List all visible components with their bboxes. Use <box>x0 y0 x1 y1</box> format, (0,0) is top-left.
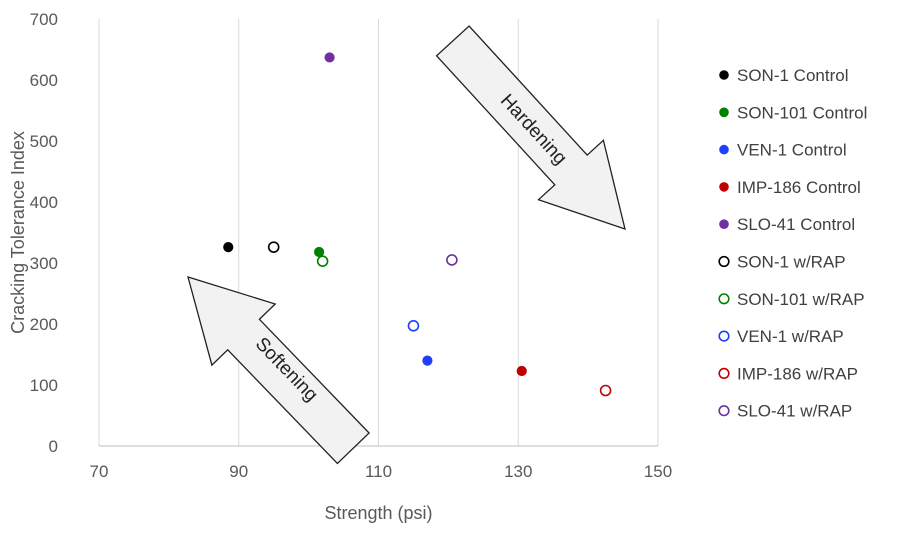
legend-marker <box>719 70 729 80</box>
legend-label: VEN-1 Control <box>737 141 847 160</box>
legend-marker <box>718 367 730 380</box>
y-axis-title: Cracking Tolerance Index <box>8 131 28 334</box>
data-point <box>223 242 234 253</box>
data-point <box>314 246 325 258</box>
y-tick-label: 500 <box>30 132 58 151</box>
data-point <box>516 365 527 377</box>
data-point <box>599 384 612 397</box>
annotation-arrows: Hardening Softening <box>187 25 626 465</box>
legend-label: IMP-186 w/RAP <box>737 364 858 383</box>
y-tick-label: 300 <box>30 254 58 273</box>
legend-marker <box>719 182 729 192</box>
legend-label: IMP-186 Control <box>737 178 861 197</box>
x-axis-title: Strength (psi) <box>324 503 432 523</box>
legend-label: SON-1 w/RAP <box>737 253 846 272</box>
data-point <box>407 320 420 332</box>
data-points <box>223 52 612 397</box>
data-point <box>267 241 280 253</box>
legend-marker <box>719 144 729 155</box>
x-tick-label: 150 <box>644 462 672 481</box>
legend-label: VEN-1 w/RAP <box>737 327 844 346</box>
legend-label: SON-101 w/RAP <box>737 290 865 309</box>
data-point <box>422 355 433 366</box>
legend-label: SLO-41 w/RAP <box>737 402 852 421</box>
x-tick-label: 70 <box>90 462 109 481</box>
legend-marker <box>718 255 730 268</box>
legend-marker <box>719 219 729 229</box>
x-tick-label: 90 <box>229 462 248 481</box>
legend-label: SON-101 Control <box>737 103 867 122</box>
y-tick-label: 200 <box>30 315 58 334</box>
legend: SON-1 Control SON-101 Control VEN-1 Contro… <box>718 66 867 421</box>
softening-arrow: Softening <box>187 276 371 465</box>
grid-lines <box>98 19 659 446</box>
data-point <box>446 254 458 266</box>
y-tick-label: 0 <box>49 437 58 456</box>
legend-marker <box>719 107 729 118</box>
legend-marker <box>718 293 730 305</box>
data-point <box>316 255 329 267</box>
x-tick-label: 110 <box>365 462 392 481</box>
tick-labels: 70 90 110 130 150 0 100 200 300 400 500 600 700 <box>30 10 673 481</box>
legend-label: SLO-41 Control <box>737 215 855 234</box>
hardening-arrow: Hardening <box>435 25 626 230</box>
y-tick-label: 600 <box>30 71 58 90</box>
legend-marker <box>718 330 730 342</box>
x-tick-label: 130 <box>504 462 532 481</box>
data-point <box>324 52 335 63</box>
y-tick-label: 100 <box>30 376 58 395</box>
y-tick-label: 700 <box>30 10 58 29</box>
legend-marker <box>718 405 730 417</box>
y-tick-label: 400 <box>30 193 58 212</box>
legend-label: SON-1 Control <box>737 66 848 85</box>
